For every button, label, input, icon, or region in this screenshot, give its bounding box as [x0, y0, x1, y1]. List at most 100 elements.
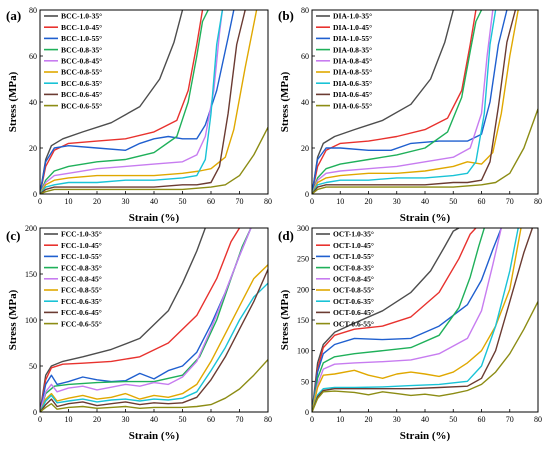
series-line-3-0 [312, 228, 460, 412]
x-tick-label-3-3: 30 [393, 415, 401, 424]
x-tick-label-1-7: 70 [506, 197, 514, 206]
y-tick-label-0-4: 80 [29, 6, 37, 15]
x-tick-label-3-6: 60 [478, 415, 486, 424]
legend-entry-3-2: OCT-1.0-55° [333, 252, 374, 261]
series-line-1-8 [312, 108, 538, 194]
y-tick-label-1-1: 20 [301, 144, 309, 153]
x-tick-label-0-3: 30 [122, 197, 130, 206]
x-tick-label-1-2: 20 [365, 197, 373, 206]
legend-entry-3-6: OCT-0.6-35° [333, 297, 374, 306]
series-line-1-0 [312, 10, 454, 194]
x-tick-label-0-1: 10 [65, 197, 73, 206]
y-tick-label-2-2: 100 [25, 316, 37, 325]
chart-panel-1: 0 10 20 30 40 50 60 70 80 0 20 40 60 80 Strain (%) Stre… [278, 6, 542, 224]
legend-entry-2-4: FCC-0.8-45° [61, 275, 102, 284]
series-line-0-8 [40, 126, 268, 194]
x-tick-label-0-8: 80 [264, 197, 272, 206]
legend-entry-1-3: DIA-0.8-35° [333, 45, 372, 54]
series-line-3-5 [312, 228, 522, 412]
series-line-3-3 [312, 228, 485, 412]
legend-entry-1-8: DIA-0.6-55° [333, 101, 372, 110]
y-tick-label-3-5: 250 [297, 255, 309, 264]
series-line-0-1 [40, 10, 204, 194]
y-tick-label-2-0: 0 [33, 408, 37, 417]
x-axis-label-2: Strain (%) [129, 430, 180, 442]
legend-entry-1-5: DIA-0.8-55° [333, 68, 372, 77]
legend-entry-0-6: BCC-0.6-35° [61, 79, 102, 88]
series-line-3-2 [312, 228, 502, 412]
legend-entry-0-7: BCC-0.6-45° [61, 90, 102, 99]
legend-entry-1-2: DIA-1.0-55° [333, 34, 372, 43]
x-tick-label-2-1: 10 [65, 415, 73, 424]
x-tick-label-3-7: 70 [506, 415, 514, 424]
x-tick-label-3-4: 40 [421, 415, 429, 424]
legend-entry-2-8: FCC-0.6-55° [61, 319, 102, 328]
y-tick-label-3-4: 200 [297, 285, 309, 294]
x-tick-label-2-7: 70 [236, 415, 244, 424]
x-tick-label-1-8: 80 [534, 197, 542, 206]
x-tick-label-1-0: 0 [310, 197, 314, 206]
y-tick-label-1-2: 40 [301, 98, 309, 107]
y-tick-label-3-0: 0 [305, 408, 309, 417]
series-line-1-1 [312, 10, 477, 194]
series-line-2-4 [40, 228, 252, 412]
legend-entry-3-8: OCT-0.6-55° [333, 319, 374, 328]
series-line-1-4 [312, 10, 494, 194]
legend-entry-0-2: BCC-1.0-55° [61, 34, 102, 43]
panel-label-0: (a) [6, 8, 21, 23]
x-tick-label-3-5: 50 [449, 415, 457, 424]
y-tick-label-3-2: 100 [297, 347, 309, 356]
x-tick-label-2-0: 0 [38, 415, 42, 424]
series-line-1-5 [312, 10, 519, 194]
legend-entry-2-6: FCC-0.6-35° [61, 297, 102, 306]
legend-entry-2-2: FCC-1.0-55° [61, 252, 102, 261]
x-tick-label-0-0: 0 [38, 197, 42, 206]
x-tick-label-3-1: 10 [336, 415, 344, 424]
series-line-2-7 [40, 269, 268, 412]
y-tick-label-0-3: 60 [29, 52, 37, 61]
y-tick-label-1-3: 60 [301, 52, 309, 61]
legend-entry-0-1: BCC-1.0-45° [61, 23, 102, 32]
x-tick-label-0-4: 40 [150, 197, 158, 206]
series-line-3-6 [312, 228, 519, 412]
series-line-3-1 [312, 228, 477, 412]
x-tick-label-1-1: 10 [336, 197, 344, 206]
series-line-1-2 [312, 10, 508, 194]
series-line-0-3 [40, 10, 209, 194]
series-line-0-7 [40, 10, 246, 194]
series-line-1-7 [312, 10, 517, 194]
legend-entry-3-4: OCT-0.8-45° [333, 275, 374, 284]
x-tick-label-3-8: 80 [534, 415, 542, 424]
x-axis-label-1: Strain (%) [400, 212, 451, 224]
legend-entry-3-3: OCT-0.8-35° [333, 263, 374, 272]
series-line-2-0 [40, 228, 206, 412]
y-axis-label-3: Stress (MPa) [279, 289, 291, 350]
y-tick-label-2-4: 200 [25, 224, 37, 233]
legend-entry-0-3: BCC-0.8-35° [61, 45, 102, 54]
series-line-2-5 [40, 264, 268, 412]
legend-entry-0-0: BCC-1.0-35° [61, 12, 102, 21]
legend-entry-2-1: FCC-1.0-45° [61, 241, 102, 250]
y-tick-label-3-1: 50 [301, 377, 309, 386]
x-tick-label-0-6: 60 [207, 197, 215, 206]
legend-entry-2-5: FCC-0.8-55° [61, 286, 102, 295]
y-axis-label-1: Stress (MPa) [279, 71, 291, 132]
legend-entry-3-1: OCT-1.0-45° [333, 241, 374, 250]
y-tick-label-3-3: 150 [297, 316, 309, 325]
series-line-1-3 [312, 10, 483, 194]
chart-panel-2: 0 10 20 30 40 50 60 70 80 0 50 100 150 200 Strain (%) S… [6, 224, 272, 442]
x-axis-label-0: Strain (%) [129, 212, 180, 224]
series-line-0-2 [40, 10, 235, 194]
y-tick-label-1-0: 0 [305, 190, 309, 199]
y-tick-label-3-6: 300 [297, 224, 309, 233]
x-tick-label-2-5: 50 [179, 415, 187, 424]
x-tick-label-1-4: 40 [421, 197, 429, 206]
x-tick-label-3-0: 0 [310, 415, 314, 424]
legend-entry-2-0: FCC-1.0-35° [61, 230, 102, 239]
legend-entry-1-4: DIA-0.8-45° [333, 57, 372, 66]
chart-panel-0: 0 10 20 30 40 50 60 70 80 0 20 40 60 80 Strain (%) Stre… [6, 6, 272, 224]
x-tick-label-0-5: 50 [179, 197, 187, 206]
series-line-2-1 [40, 228, 241, 412]
series-line-0-4 [40, 10, 224, 194]
y-tick-label-0-2: 40 [29, 98, 37, 107]
